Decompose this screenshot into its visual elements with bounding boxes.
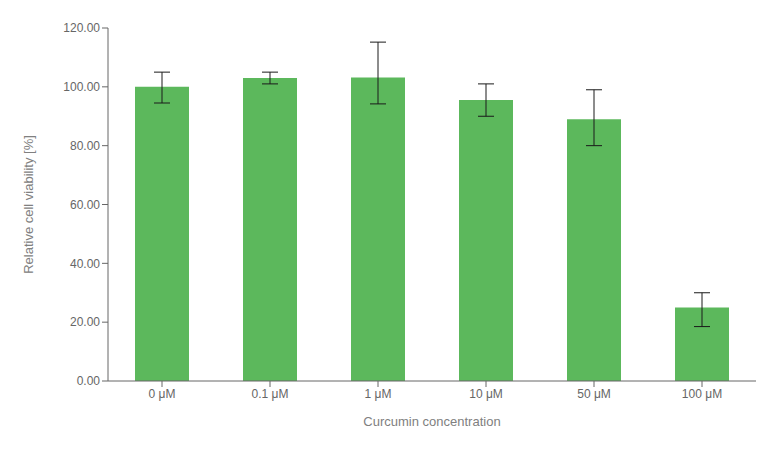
svg-text:120.00: 120.00	[63, 21, 100, 35]
svg-text:0 μM: 0 μM	[149, 387, 176, 401]
svg-text:10 μM: 10 μM	[469, 387, 503, 401]
svg-text:60.00: 60.00	[70, 198, 100, 212]
svg-text:100 μM: 100 μM	[682, 387, 722, 401]
svg-text:20.00: 20.00	[70, 315, 100, 329]
svg-text:80.00: 80.00	[70, 139, 100, 153]
svg-text:50 μM: 50 μM	[577, 387, 611, 401]
svg-text:1 μM: 1 μM	[365, 387, 392, 401]
svg-text:100.00: 100.00	[63, 80, 100, 94]
svg-text:0.1 μM: 0.1 μM	[252, 387, 289, 401]
svg-text:40.00: 40.00	[70, 257, 100, 271]
svg-text:Relative cell viability [%]: Relative cell viability [%]	[21, 135, 36, 274]
svg-text:0.00: 0.00	[77, 374, 101, 388]
svg-text:Curcumin concentration: Curcumin concentration	[363, 414, 500, 429]
